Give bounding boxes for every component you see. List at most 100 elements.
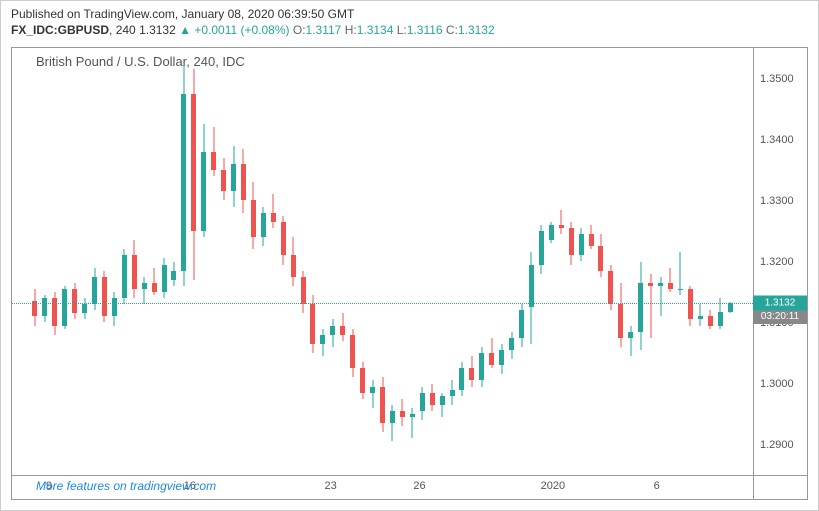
candle <box>291 237 296 286</box>
candle <box>201 124 206 237</box>
candle <box>459 362 464 396</box>
candle <box>132 240 137 298</box>
candle <box>112 292 117 326</box>
candle <box>489 338 494 369</box>
plot-area[interactable]: 1.313203:20:11 <box>12 48 753 475</box>
candle <box>251 182 256 249</box>
arrow-up-icon: ▲ <box>179 23 191 37</box>
candle <box>589 225 594 249</box>
l-value: 1.3116 <box>407 23 443 37</box>
candle <box>241 149 246 213</box>
candle <box>539 225 544 274</box>
candle <box>191 69 196 279</box>
candle <box>579 228 584 262</box>
candle <box>320 329 325 356</box>
xtick-label: 6 <box>654 480 660 492</box>
candle <box>271 194 276 228</box>
candle <box>509 332 514 359</box>
candle <box>400 399 405 426</box>
candle <box>171 262 176 286</box>
o-label: O: <box>293 23 306 37</box>
current-price-line <box>12 303 753 304</box>
chart-title: British Pound / U.S. Dollar, 240, IDC <box>36 54 245 69</box>
ytick-label: 1.2900 <box>760 439 794 451</box>
countdown-tag: 03:20:11 <box>753 309 807 324</box>
candle <box>42 295 47 322</box>
candle <box>72 283 77 320</box>
candle <box>221 158 226 201</box>
h-value: 1.3134 <box>357 23 394 37</box>
candle <box>450 380 455 404</box>
ytick-label: 1.3000 <box>760 378 794 390</box>
candle <box>708 310 713 328</box>
candle <box>181 60 186 286</box>
candle <box>32 289 37 326</box>
chart-container[interactable]: British Pound / U.S. Dollar, 240, IDC 1.… <box>11 47 808 500</box>
ytick-label: 1.3300 <box>760 195 794 207</box>
candle <box>340 313 345 340</box>
candle <box>162 258 167 298</box>
candle <box>350 329 355 378</box>
xtick-label: 2020 <box>541 480 565 492</box>
candle <box>618 283 623 347</box>
candle <box>430 384 435 411</box>
ytick-label: 1.3400 <box>760 134 794 146</box>
candle <box>82 298 87 319</box>
last-price: 1.3132 <box>139 23 176 37</box>
o-value: 1.3117 <box>306 23 342 37</box>
symbol-info-line: FX_IDC:GBPUSD, 240 1.3132 ▲ +0.0011 (+0.… <box>11 23 808 37</box>
interval-label: 240 <box>116 23 136 37</box>
candle <box>261 207 266 247</box>
candle <box>698 304 703 325</box>
symbol: FX_IDC:GBPUSD <box>11 23 109 37</box>
candle <box>420 387 425 421</box>
candle <box>678 252 683 295</box>
candle <box>440 393 445 417</box>
candle <box>380 377 385 432</box>
candle <box>390 405 395 442</box>
candle <box>549 222 554 243</box>
candle <box>668 268 673 292</box>
xtick-label: 26 <box>413 480 425 492</box>
candle <box>638 262 643 350</box>
candle <box>281 216 286 265</box>
candle <box>152 268 157 295</box>
y-axis: 1.29001.30001.31001.32001.33001.34001.35… <box>753 48 807 475</box>
features-link[interactable]: More features on tradingview.com <box>36 479 216 493</box>
c-label: C: <box>446 23 458 37</box>
current-price-tag: 1.3132 <box>753 295 807 310</box>
candle <box>479 347 484 387</box>
candle <box>559 210 564 234</box>
c-value: 1.3132 <box>458 23 495 37</box>
candle <box>569 222 574 265</box>
candle <box>499 344 504 375</box>
published-line: Published on TradingView.com, January 08… <box>11 7 808 21</box>
candle <box>360 362 365 399</box>
candle <box>142 277 147 304</box>
candle <box>410 408 415 439</box>
candle <box>648 274 653 338</box>
candle <box>211 127 216 176</box>
candle <box>529 252 534 344</box>
ytick-label: 1.3200 <box>760 256 794 268</box>
candle <box>688 286 693 326</box>
candle <box>519 304 524 347</box>
candle <box>598 234 603 277</box>
change-value: +0.0011 (+0.08%) <box>194 23 289 37</box>
candle <box>122 249 127 304</box>
candle <box>52 292 57 335</box>
xtick-label: 23 <box>325 480 337 492</box>
ytick-label: 1.3500 <box>760 73 794 85</box>
h-label: H: <box>345 23 357 37</box>
candle <box>102 271 107 323</box>
candle <box>231 146 236 207</box>
candle <box>658 277 663 317</box>
l-label: L: <box>397 23 407 37</box>
candle <box>628 326 633 357</box>
axis-corner <box>753 475 807 499</box>
candle <box>301 271 306 314</box>
candle <box>62 286 67 329</box>
candle <box>330 319 335 346</box>
candle <box>370 380 375 407</box>
candle <box>469 356 474 387</box>
